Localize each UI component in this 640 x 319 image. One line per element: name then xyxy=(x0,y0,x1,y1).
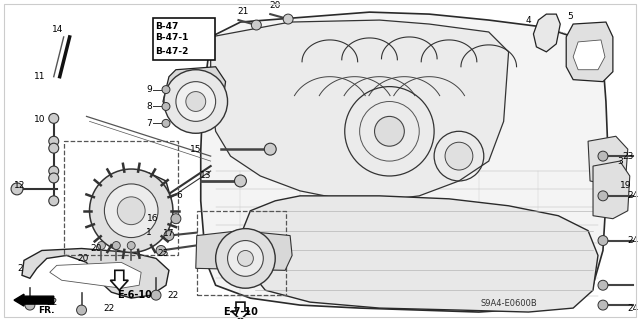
Circle shape xyxy=(11,183,23,195)
Text: 25: 25 xyxy=(157,249,169,258)
Circle shape xyxy=(598,235,608,246)
Bar xyxy=(64,141,178,256)
Polygon shape xyxy=(566,22,613,82)
Polygon shape xyxy=(109,173,171,221)
Circle shape xyxy=(216,229,275,288)
Polygon shape xyxy=(124,183,159,213)
Circle shape xyxy=(264,143,276,155)
Text: 13: 13 xyxy=(200,172,211,181)
Text: 17: 17 xyxy=(163,229,175,238)
Text: 21: 21 xyxy=(237,7,249,16)
Circle shape xyxy=(49,173,59,183)
Circle shape xyxy=(162,102,170,110)
Circle shape xyxy=(49,143,59,153)
Polygon shape xyxy=(232,302,250,319)
Text: B-47-1: B-47-1 xyxy=(155,33,188,42)
Text: 3: 3 xyxy=(617,157,623,166)
Circle shape xyxy=(117,197,145,225)
Polygon shape xyxy=(211,20,509,201)
Text: 20: 20 xyxy=(78,254,89,263)
Polygon shape xyxy=(588,136,628,186)
Polygon shape xyxy=(110,270,128,290)
Text: 7: 7 xyxy=(146,119,152,128)
Polygon shape xyxy=(50,263,141,288)
Polygon shape xyxy=(163,67,225,119)
Text: 24: 24 xyxy=(627,304,638,313)
Text: S9A4-E0600B: S9A4-E0600B xyxy=(480,299,537,308)
Circle shape xyxy=(171,214,181,224)
Circle shape xyxy=(77,305,86,315)
Text: 20: 20 xyxy=(269,1,281,10)
Text: 10: 10 xyxy=(34,115,45,124)
Text: 4: 4 xyxy=(525,16,531,25)
Text: 22: 22 xyxy=(104,304,115,313)
Circle shape xyxy=(164,70,228,133)
Text: 12: 12 xyxy=(14,182,26,190)
Polygon shape xyxy=(533,14,560,52)
Circle shape xyxy=(598,280,608,290)
Circle shape xyxy=(598,300,608,310)
Circle shape xyxy=(237,250,253,266)
Text: 23: 23 xyxy=(622,152,634,161)
Text: 16: 16 xyxy=(147,214,159,223)
Polygon shape xyxy=(196,231,292,270)
Circle shape xyxy=(90,169,173,252)
Text: E-7-10: E-7-10 xyxy=(223,307,258,317)
Text: 2: 2 xyxy=(17,264,23,273)
Polygon shape xyxy=(593,161,630,219)
Circle shape xyxy=(162,119,170,127)
Circle shape xyxy=(49,136,59,146)
Circle shape xyxy=(113,241,120,249)
Circle shape xyxy=(176,82,216,121)
Circle shape xyxy=(25,300,35,310)
Circle shape xyxy=(49,114,59,123)
Text: 22: 22 xyxy=(46,298,58,307)
Circle shape xyxy=(104,184,158,238)
Circle shape xyxy=(283,14,293,24)
Text: 24: 24 xyxy=(627,191,638,200)
Text: 6: 6 xyxy=(176,191,182,200)
Text: 19: 19 xyxy=(620,182,632,190)
Circle shape xyxy=(598,151,608,161)
Bar xyxy=(153,18,214,60)
Text: 15: 15 xyxy=(190,145,202,154)
Circle shape xyxy=(228,241,263,276)
Circle shape xyxy=(162,85,170,93)
Circle shape xyxy=(445,142,473,170)
Text: 9: 9 xyxy=(146,85,152,94)
Text: B-47: B-47 xyxy=(155,21,179,31)
Text: FR.: FR. xyxy=(38,306,55,315)
Circle shape xyxy=(374,116,404,146)
Text: 22: 22 xyxy=(167,291,179,300)
Polygon shape xyxy=(241,196,598,312)
Text: B-47-2: B-47-2 xyxy=(155,47,188,56)
Text: E-6-10: E-6-10 xyxy=(116,290,152,300)
Polygon shape xyxy=(573,40,605,70)
Circle shape xyxy=(49,196,59,206)
Text: 11: 11 xyxy=(34,72,45,81)
Polygon shape xyxy=(22,249,169,298)
Text: 1: 1 xyxy=(146,228,152,237)
Circle shape xyxy=(49,166,59,176)
Circle shape xyxy=(127,241,135,249)
Circle shape xyxy=(598,191,608,201)
FancyArrow shape xyxy=(14,294,54,306)
Text: 20: 20 xyxy=(91,244,102,253)
Circle shape xyxy=(151,290,161,300)
Text: 8: 8 xyxy=(146,102,152,111)
Circle shape xyxy=(164,231,174,241)
Text: 24: 24 xyxy=(627,236,638,245)
Text: 14: 14 xyxy=(52,26,63,34)
Circle shape xyxy=(97,241,106,249)
Bar xyxy=(196,211,286,295)
Polygon shape xyxy=(201,12,608,312)
Circle shape xyxy=(186,92,205,111)
Circle shape xyxy=(234,175,246,187)
Text: 5: 5 xyxy=(567,11,573,21)
Circle shape xyxy=(156,246,166,256)
Circle shape xyxy=(252,20,261,30)
